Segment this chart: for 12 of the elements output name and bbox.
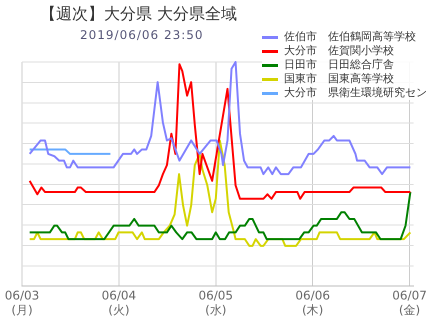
legend-label: 大分市 県衛生環境研究セン	[284, 86, 427, 100]
legend-label: 佐伯市 佐伯鶴岡高等学校	[284, 30, 416, 44]
x-tick-label: 06/06 (木)	[295, 288, 330, 317]
legend-label: 日田市 日田総合庁舎	[284, 58, 394, 72]
x-tick-label: 06/05 (水)	[198, 288, 234, 317]
x-tick-label: 06/03 (月)	[4, 288, 40, 317]
legend-label: 大分市 佐賀関小学校	[284, 44, 394, 58]
chart-subtitle: 2019/06/06 23:50	[80, 28, 204, 42]
chart-title: 【週次】大分県 大分県全域	[40, 4, 238, 25]
x-tick-label: 06/04 (火)	[102, 288, 136, 317]
x-tick-label: 06/07 (金)	[392, 288, 427, 317]
legend-label: 国東市 国東高等学校	[284, 72, 394, 86]
